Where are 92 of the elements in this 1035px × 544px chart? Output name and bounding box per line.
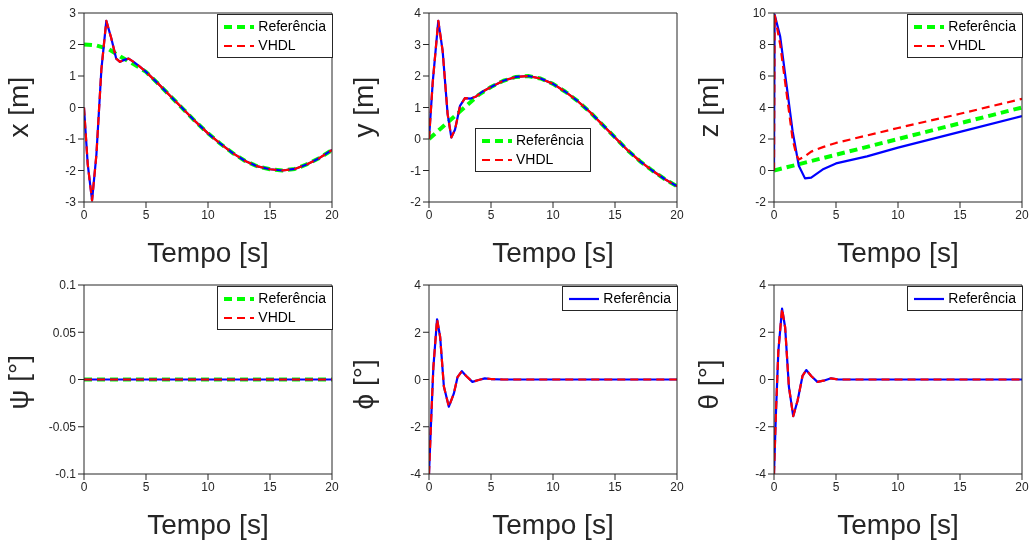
x-tick-label: 20 bbox=[325, 479, 339, 494]
x-axis-title: Tempo [s] bbox=[837, 509, 959, 540]
legend-label: Referência bbox=[603, 289, 671, 308]
y-tick-label: 4 bbox=[414, 278, 422, 293]
y-axis-title: z [m] bbox=[692, 76, 724, 138]
x-tick-label: 10 bbox=[546, 207, 560, 222]
x-tick-label: 15 bbox=[263, 207, 277, 222]
x-tick-label: 15 bbox=[953, 479, 967, 494]
y-tick-label: 0 bbox=[759, 372, 767, 387]
y-tick-label: 1 bbox=[414, 100, 422, 115]
y-axis-title: ϕ [°] bbox=[347, 359, 379, 410]
x-tick-label: 10 bbox=[201, 207, 215, 222]
legend-label: Referência bbox=[516, 131, 584, 150]
y-tick-label: 2 bbox=[69, 37, 77, 52]
y-tick-label: 2 bbox=[414, 69, 422, 84]
legend-label: VHDL bbox=[258, 36, 296, 55]
y-tick-label: -3 bbox=[65, 195, 77, 210]
legend-label: Referência bbox=[258, 17, 326, 36]
legend-label: VHDL bbox=[948, 36, 986, 55]
x-tick-label: 10 bbox=[201, 479, 215, 494]
x-tick-label: 20 bbox=[1015, 479, 1029, 494]
y-tick-label: -4 bbox=[410, 467, 422, 482]
y-tick-label: 2 bbox=[414, 325, 422, 340]
y-tick-label: 4 bbox=[759, 278, 767, 293]
x-tick-label: 5 bbox=[487, 207, 495, 222]
x-tick-label: 20 bbox=[1015, 207, 1029, 222]
y-tick-label: 10 bbox=[752, 6, 767, 21]
x-tick-label: 0 bbox=[425, 479, 433, 494]
y-tick-label: 0 bbox=[69, 372, 77, 387]
y-tick-label: 3 bbox=[414, 37, 422, 52]
x-axis-title: Tempo [s] bbox=[147, 237, 269, 268]
x-tick-label: 5 bbox=[832, 479, 840, 494]
y-tick-label: 3 bbox=[69, 6, 77, 21]
y-tick-label: 2 bbox=[759, 132, 767, 147]
x-tick-label: 20 bbox=[670, 207, 684, 222]
y-axis-title: ψ [°] bbox=[2, 355, 34, 410]
y-axis-title: y [m] bbox=[347, 76, 379, 138]
y-axis-title: x [m] bbox=[2, 76, 34, 138]
x-axis-title: Tempo [s] bbox=[492, 509, 614, 540]
y-tick-label: -2 bbox=[410, 420, 422, 435]
x-axis-title: Tempo [s] bbox=[492, 237, 614, 268]
y-tick-label: -1 bbox=[410, 163, 422, 178]
x-tick-label: 5 bbox=[142, 479, 150, 494]
x-tick-label: 5 bbox=[142, 207, 150, 222]
legend-label: Referência bbox=[258, 289, 326, 308]
line-series bbox=[429, 19, 677, 188]
y-tick-label: 1 bbox=[69, 69, 77, 84]
x-tick-label: 0 bbox=[425, 207, 433, 222]
y-tick-label: 0 bbox=[759, 163, 767, 178]
line-series bbox=[429, 74, 677, 189]
legend-label: VHDL bbox=[516, 150, 554, 169]
legend-label: Referência bbox=[948, 17, 1016, 36]
x-tick-label: 5 bbox=[487, 479, 495, 494]
y-axis-title: θ [°] bbox=[692, 359, 724, 410]
y-tick-label: 4 bbox=[759, 100, 767, 115]
y-tick-label: -2 bbox=[65, 163, 77, 178]
y-tick-label: 0.1 bbox=[59, 278, 77, 293]
x-tick-label: 10 bbox=[891, 479, 905, 494]
y-tick-label: -4 bbox=[755, 467, 767, 482]
x-tick-label: 10 bbox=[891, 207, 905, 222]
x-tick-label: 0 bbox=[770, 207, 778, 222]
y-tick-label: 0 bbox=[69, 100, 77, 115]
x-tick-label: 0 bbox=[80, 479, 88, 494]
line-series bbox=[774, 105, 1022, 173]
y-tick-label: -0.1 bbox=[55, 467, 77, 482]
x-tick-label: 20 bbox=[325, 207, 339, 222]
y-tick-label: 4 bbox=[414, 6, 422, 21]
x-tick-label: 10 bbox=[546, 479, 560, 494]
x-tick-label: 15 bbox=[263, 479, 277, 494]
y-tick-label: -2 bbox=[755, 420, 767, 435]
x-tick-label: 0 bbox=[770, 479, 778, 494]
x-axis-title: Tempo [s] bbox=[147, 509, 269, 540]
y-tick-label: -2 bbox=[755, 195, 767, 210]
y-tick-label: 0.05 bbox=[52, 325, 77, 340]
y-tick-label: 6 bbox=[759, 69, 767, 84]
line-series bbox=[84, 42, 332, 173]
y-tick-label: -0.05 bbox=[48, 420, 77, 435]
y-tick-label: 0 bbox=[414, 372, 422, 387]
y-tick-label: 8 bbox=[759, 37, 767, 52]
x-tick-label: 15 bbox=[608, 207, 622, 222]
y-tick-label: 2 bbox=[759, 325, 767, 340]
x-tick-label: 5 bbox=[832, 207, 840, 222]
x-tick-label: 15 bbox=[953, 207, 967, 222]
x-tick-label: 20 bbox=[670, 479, 684, 494]
y-tick-label: -1 bbox=[65, 132, 77, 147]
legend-label: Referência bbox=[948, 289, 1016, 308]
y-tick-label: -2 bbox=[410, 195, 422, 210]
y-tick-label: 0 bbox=[414, 132, 422, 147]
x-tick-label: 0 bbox=[80, 207, 88, 222]
x-tick-label: 15 bbox=[608, 479, 622, 494]
x-axis-title: Tempo [s] bbox=[837, 237, 959, 268]
legend-label: VHDL bbox=[258, 308, 296, 327]
